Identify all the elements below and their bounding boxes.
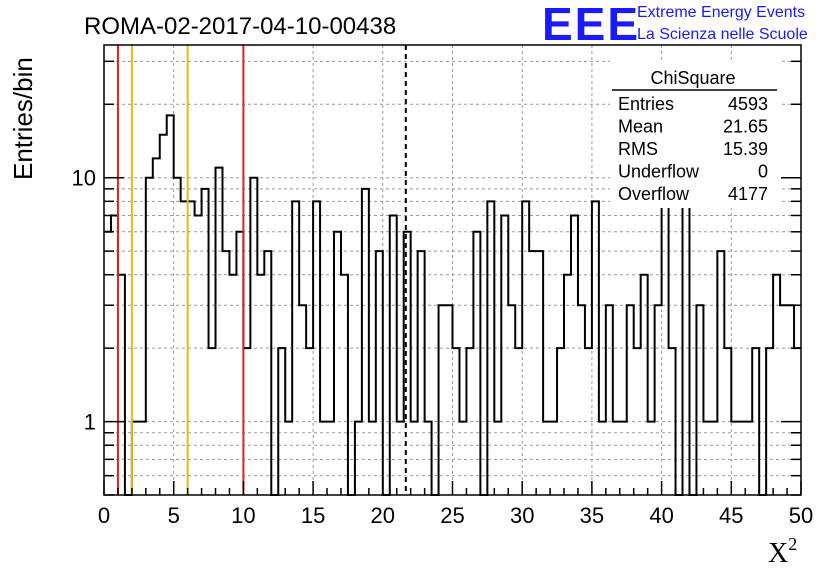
logo-line1: Extreme Energy Events xyxy=(637,4,805,21)
histogram-outline xyxy=(104,114,801,496)
axis-ticks xyxy=(103,60,802,496)
stats-label: Entries xyxy=(618,94,674,114)
stats-value: 4593 xyxy=(728,94,768,114)
x-tick-label: 20 xyxy=(371,503,395,528)
x-axis-label: X2 xyxy=(768,534,797,569)
reference-lines xyxy=(116,45,407,495)
stats-box-background xyxy=(610,60,780,208)
stats-title: ChiSquare xyxy=(650,68,735,88)
chart-title: ROMA-02-2017-04-10-00438 xyxy=(84,13,396,40)
stats-value: 21.65 xyxy=(723,117,768,137)
histogram-series xyxy=(104,114,801,496)
y-tick-label: 1 xyxy=(84,410,96,435)
x-tick-labels: 0 5 10 15 20 25 30 35 40 45 50 xyxy=(98,503,813,528)
logo-line2: La Scienza nelle Scuole xyxy=(637,26,808,43)
x-axis-label-main: X xyxy=(768,538,788,569)
y-tick-label: 10 xyxy=(72,166,96,191)
x-tick-label: 40 xyxy=(649,503,673,528)
x-axis-label-superscript: 2 xyxy=(788,534,797,554)
stats-label: RMS xyxy=(618,139,658,159)
x-tick-label: 35 xyxy=(580,503,604,528)
stats-value: 0 xyxy=(758,162,768,182)
stats-label: Overflow xyxy=(618,184,690,204)
x-tick-label: 15 xyxy=(301,503,325,528)
y-axis-label: Entries/bin xyxy=(8,57,38,180)
x-tick-label: 25 xyxy=(440,503,464,528)
x-tick-label: 50 xyxy=(789,503,813,528)
eee-logo: EEE Extreme Energy Events La Scienza nel… xyxy=(542,0,808,50)
x-tick-label: 0 xyxy=(98,503,110,528)
x-tick-label: 5 xyxy=(168,503,180,528)
stats-label: Mean xyxy=(618,117,663,137)
x-tick-label: 10 xyxy=(231,503,255,528)
stats-label: Underflow xyxy=(618,162,700,182)
y-tick-labels: 1 10 xyxy=(72,166,96,435)
stats-value: 15.39 xyxy=(723,139,768,159)
stats-value: 4177 xyxy=(728,184,768,204)
x-tick-label: 45 xyxy=(719,503,743,528)
stats-rows: Entries 4593 Mean 21.65 RMS 15.39 Underflow 0 Ov… xyxy=(618,94,768,204)
x-tick-label: 30 xyxy=(510,503,534,528)
stats-box: ChiSquare Entries 4593 Mean 21.65 RMS 15.39 Un… xyxy=(610,60,780,208)
logo-eee: EEE xyxy=(542,0,640,50)
